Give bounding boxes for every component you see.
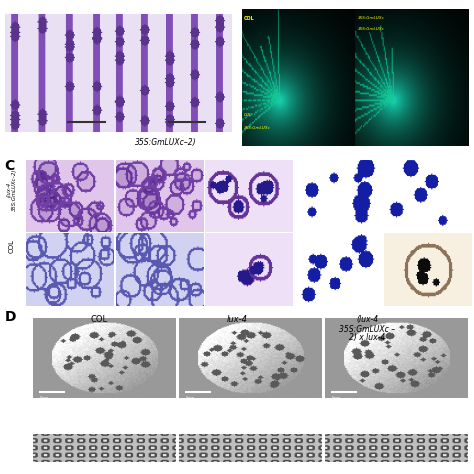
- Text: COL: COL: [244, 17, 255, 21]
- Text: (lux-4: (lux-4: [154, 119, 178, 128]
- Text: COL: COL: [9, 239, 15, 254]
- Text: 35S:GmLUXc: 35S:GmLUXc: [358, 17, 384, 20]
- Text: 35S:GmLUXc: 35S:GmLUXc: [358, 27, 384, 31]
- Text: 35S:GmLUXc: 35S:GmLUXc: [244, 127, 271, 130]
- Text: 5μm: 5μm: [332, 396, 341, 400]
- Text: 2) x lux-4: 2) x lux-4: [349, 333, 385, 342]
- Text: COL: COL: [53, 119, 70, 128]
- Text: COL: COL: [91, 315, 108, 324]
- Text: C: C: [5, 159, 15, 173]
- Text: D: D: [5, 310, 16, 325]
- Text: COL: COL: [244, 113, 252, 117]
- Text: 5μm: 5μm: [40, 396, 49, 400]
- Text: 35S:GmLUXc –: 35S:GmLUXc –: [339, 325, 395, 334]
- Text: (lux-4
35S:GmLUXc–2): (lux-4 35S:GmLUXc–2): [7, 168, 17, 210]
- Text: 5μm: 5μm: [186, 396, 195, 400]
- Text: lux-4: lux-4: [227, 315, 247, 324]
- Text: (lux-4: (lux-4: [356, 315, 378, 324]
- Text: 35S:GmLUXc–2): 35S:GmLUXc–2): [135, 137, 197, 146]
